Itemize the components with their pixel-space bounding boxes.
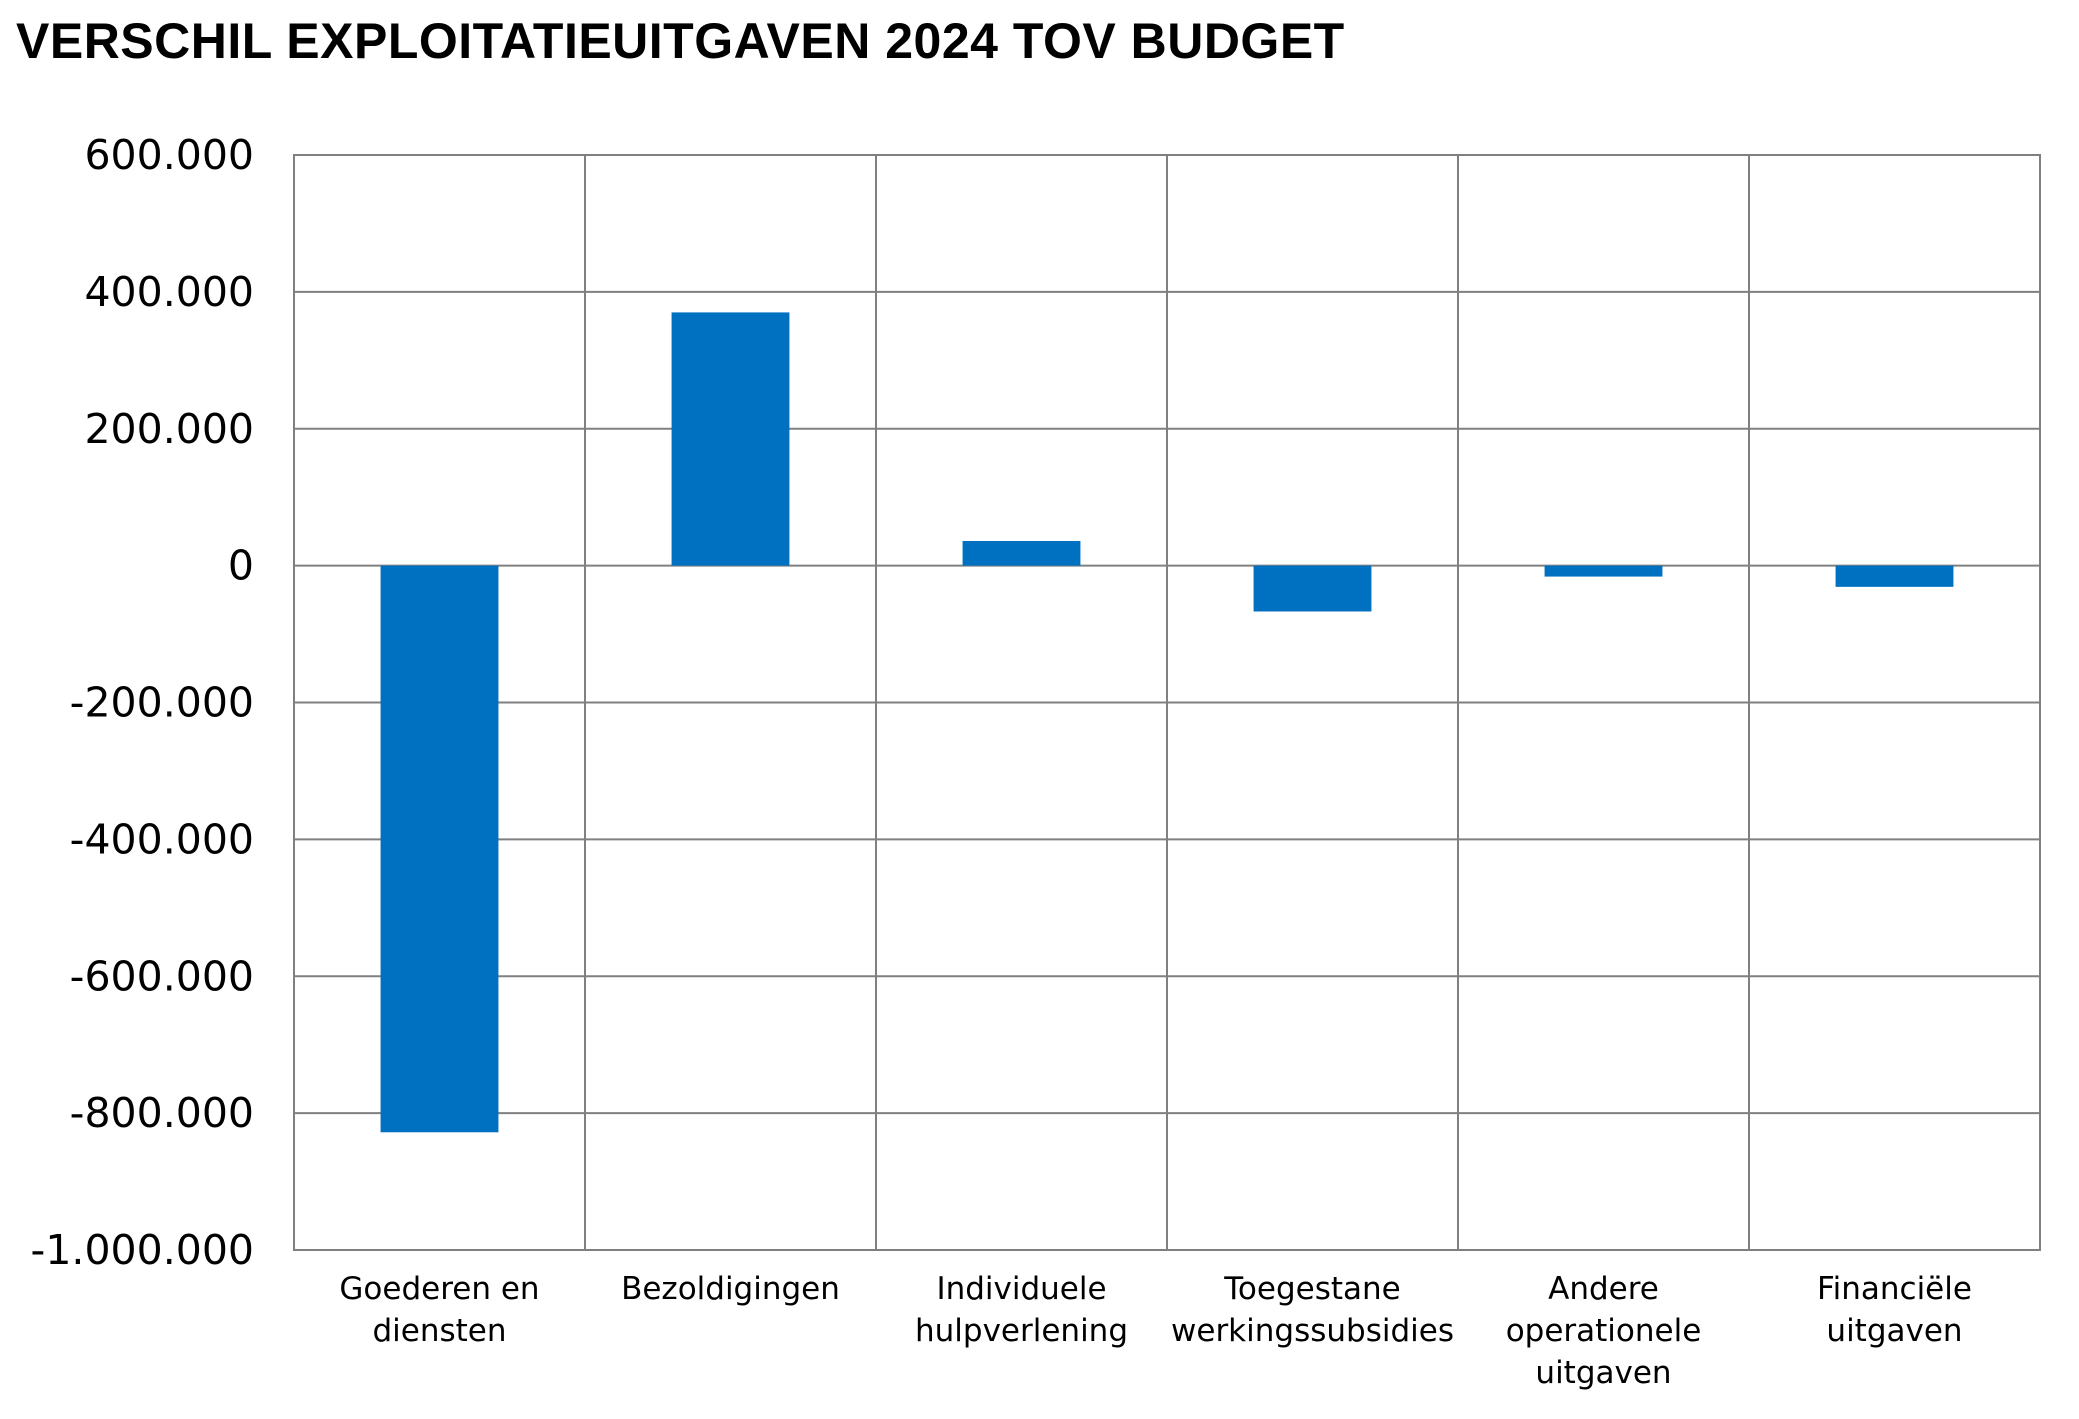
y-tick-label: -800.000 [70, 1089, 254, 1137]
x-category-label: uitgaven [1826, 1313, 1962, 1349]
bars [380, 312, 1954, 1133]
chart-title: VERSCHIL EXPLOITATIEUITGAVEN 2024 TOV BU… [16, 13, 1345, 69]
bar [380, 565, 499, 1133]
x-axis-labels: Goederen en diensten Bezoldigingen Individu… [339, 1271, 1972, 1391]
grid-lines [294, 154, 2040, 1251]
x-category-label: werkingssubsidies [1171, 1313, 1454, 1349]
y-tick-label: 600.000 [84, 131, 254, 179]
x-category-label: hulpverlening [915, 1313, 1128, 1349]
bar [1835, 565, 1954, 587]
x-category-label: Andere [1548, 1271, 1659, 1307]
x-category-label: Bezoldigingen [621, 1271, 840, 1307]
x-category-label: Goederen en [339, 1271, 539, 1307]
y-tick-label: 0 [228, 542, 254, 590]
x-category-label: diensten [372, 1313, 506, 1349]
y-tick-label: -600.000 [70, 952, 254, 1000]
plot-frame [293, 154, 2041, 1251]
bar [1544, 565, 1663, 577]
y-tick-label: 400.000 [84, 268, 254, 316]
y-tick-label: -400.000 [70, 815, 254, 863]
x-category-label: uitgaven [1535, 1355, 1671, 1391]
x-category-label: Financiële [1817, 1271, 1972, 1307]
x-category-label: Individuele [936, 1271, 1106, 1307]
y-tick-label: -200.000 [70, 679, 254, 727]
bar [671, 312, 790, 566]
bar [962, 540, 1081, 566]
bar [1253, 565, 1372, 612]
y-tick-label: 200.000 [84, 405, 254, 453]
x-category-label: Toegestane [1223, 1271, 1400, 1307]
y-axis-ticks: 600.000 400.000 200.000 0 -200.000 -400.000 -6… [31, 131, 254, 1274]
y-tick-label: -1.000.000 [31, 1226, 254, 1274]
x-category-label: operationele [1506, 1313, 1702, 1349]
